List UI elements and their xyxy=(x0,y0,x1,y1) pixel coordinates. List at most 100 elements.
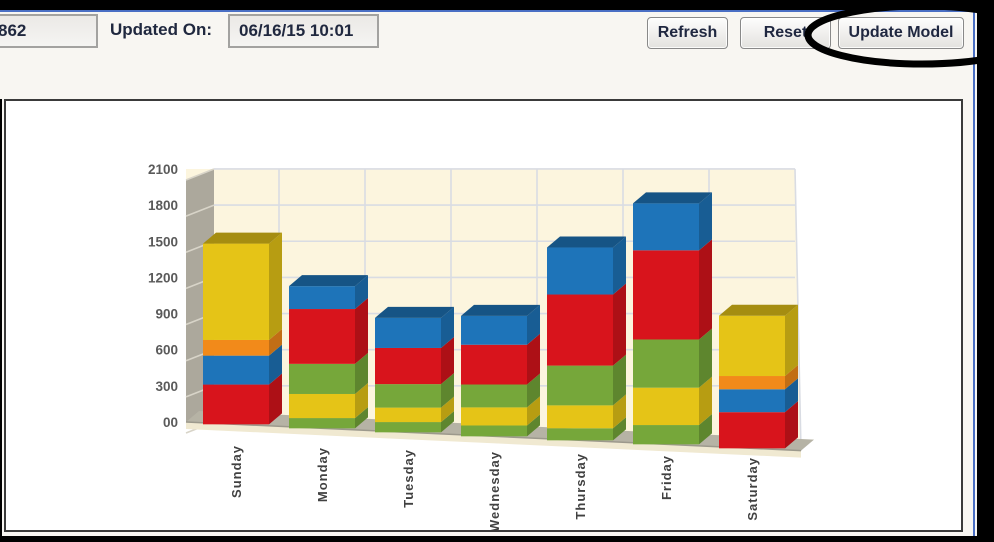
bar-segment-top xyxy=(289,275,368,287)
bar-segment-side xyxy=(269,344,282,385)
bar-segment xyxy=(633,250,699,340)
bar-segment-top xyxy=(375,306,454,318)
bar-segment xyxy=(203,384,269,425)
bar-segment-side xyxy=(441,396,454,423)
record-id-field[interactable] xyxy=(0,14,98,48)
bar-segment xyxy=(289,309,355,364)
chart-panel: 00 300 600 900 1200 1500 1800 2100 Sunday Monday T… xyxy=(4,99,963,532)
window-accent-top xyxy=(0,10,994,12)
bar-segment-side xyxy=(355,352,368,394)
bar-segment-side xyxy=(699,192,712,251)
wall-notch xyxy=(185,204,215,217)
bar-segment-top xyxy=(547,236,626,248)
bar-wednesday xyxy=(461,304,540,437)
y-axis-label: 1800 xyxy=(148,198,178,213)
x-axis-label: Wednesday xyxy=(487,451,502,530)
bar-segment xyxy=(547,294,613,366)
bar-segment-side xyxy=(613,417,626,441)
bar-segment xyxy=(719,315,785,377)
bar-segment-side xyxy=(785,378,798,413)
refresh-button[interactable]: Refresh xyxy=(647,17,728,49)
bar-segment xyxy=(289,393,355,419)
bar-segment xyxy=(203,339,269,356)
bar-segment-side xyxy=(699,414,712,445)
bar-segment xyxy=(719,389,785,413)
bar-thursday xyxy=(547,236,626,441)
bar-segment xyxy=(289,286,355,310)
bar-segment-top xyxy=(719,304,798,316)
bar-segment xyxy=(203,355,269,385)
y-axis-label: 2100 xyxy=(148,162,178,177)
bar-segment-side xyxy=(527,396,540,426)
x-axis-label: Saturday xyxy=(745,457,760,521)
bar-saturday xyxy=(719,304,798,449)
bar-segment xyxy=(289,418,355,429)
bar-monday xyxy=(289,275,368,429)
weekly-3d-stacked-bar-chart: 00 300 600 900 1200 1500 1800 2100 Sunday Monday T… xyxy=(148,162,814,530)
updated-on-label: Updated On: xyxy=(110,20,212,39)
bar-segment-side xyxy=(441,373,454,408)
y-axis-label: 600 xyxy=(155,343,178,358)
wall-notch xyxy=(185,168,215,181)
window-accent-right xyxy=(973,10,975,542)
bar-segment-side xyxy=(613,354,626,406)
bar-segment xyxy=(461,425,527,437)
x-axis-label: Sunday xyxy=(229,445,244,498)
bar-segment-side xyxy=(269,373,282,425)
reset-button[interactable]: Reset xyxy=(740,17,831,49)
window-frame-top xyxy=(0,0,994,10)
bar-segment xyxy=(633,339,699,388)
bar-segment xyxy=(633,203,699,251)
bar-segment-side xyxy=(699,376,712,426)
bar-segment xyxy=(547,428,613,441)
window-frame-left xyxy=(0,99,2,542)
bar-segment-side xyxy=(785,304,798,377)
bar-segment xyxy=(375,317,441,348)
bar-segment-side xyxy=(527,304,540,345)
bar-segment-side xyxy=(613,394,626,429)
bar-segment xyxy=(375,407,441,423)
x-axis-label: Monday xyxy=(315,447,330,502)
bar-segment-side xyxy=(441,411,454,433)
bar-segment-side xyxy=(355,407,368,429)
bar-segment-side xyxy=(699,328,712,388)
bar-segment-side xyxy=(355,275,368,310)
bar-segment xyxy=(289,363,355,394)
bar-segment xyxy=(375,347,441,385)
bar-sunday xyxy=(203,232,282,425)
bar-segment xyxy=(461,344,527,385)
bar-segment xyxy=(375,422,441,433)
bar-segment-side xyxy=(527,414,540,437)
bar-segment-top xyxy=(203,232,282,244)
bar-segment-side xyxy=(785,401,798,449)
bar-segment-side xyxy=(355,298,368,364)
bar-segment xyxy=(633,425,699,445)
bar-segment-side xyxy=(527,333,540,385)
bar-segment xyxy=(547,405,613,429)
bar-segment-side xyxy=(355,382,368,419)
bar-segment-side xyxy=(527,373,540,408)
bar-segment-top xyxy=(461,304,540,316)
bar-segment-side xyxy=(269,232,282,340)
updated-on-field[interactable] xyxy=(228,14,379,48)
y-axis-label: 300 xyxy=(155,379,178,394)
y-axis-label: 900 xyxy=(155,307,178,322)
bar-segment xyxy=(461,384,527,408)
bar-segment-side xyxy=(441,306,454,348)
bar-segment xyxy=(461,407,527,426)
update-model-button[interactable]: Update Model xyxy=(838,17,964,49)
bar-segment-side xyxy=(269,328,282,356)
y-axis-label: 00 xyxy=(163,415,178,430)
y-axis-label: 1500 xyxy=(148,234,178,249)
x-axis-label: Tuesday xyxy=(401,449,416,508)
bar-segment-side xyxy=(441,336,454,385)
window-frame-right xyxy=(977,0,994,542)
chart-floor-edge xyxy=(186,422,801,458)
bar-segment xyxy=(633,387,699,426)
window-frame-bottom xyxy=(0,536,994,542)
bar-tuesday xyxy=(375,306,454,433)
bar-segment-side xyxy=(613,236,626,295)
bar-segment xyxy=(547,247,613,295)
bar-segment-top xyxy=(633,192,712,204)
